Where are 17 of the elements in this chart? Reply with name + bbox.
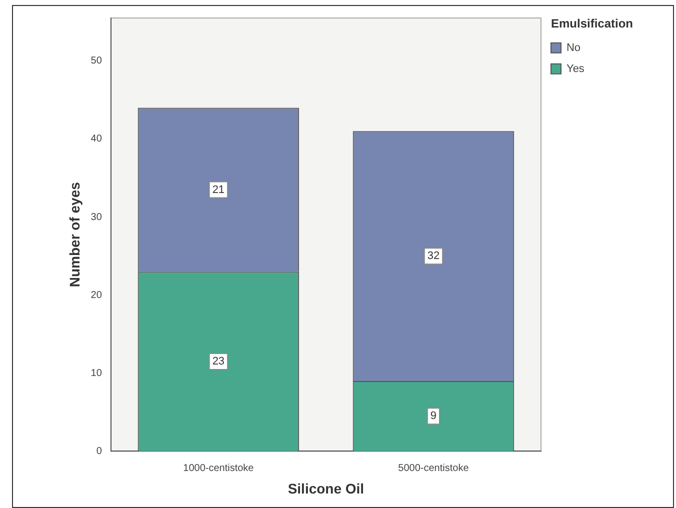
data-label: 9 xyxy=(430,410,437,422)
x-tick-label: 1000-centistoke xyxy=(183,462,254,474)
legend-label: Yes xyxy=(566,62,585,75)
legend-title: Emulsification xyxy=(550,16,633,30)
x-tick-label: 5000-centistoke xyxy=(398,462,470,474)
data-label: 32 xyxy=(427,250,440,262)
legend-label: No xyxy=(566,42,581,54)
y-tick-label: 50 xyxy=(90,56,102,67)
y-tick-label: 10 xyxy=(90,368,102,379)
data-label: 23 xyxy=(212,355,225,368)
y-tick-label: 20 xyxy=(90,290,102,301)
y-axis-title: Number of eyes xyxy=(66,182,82,288)
y-tick-label: 30 xyxy=(90,212,102,223)
data-label: 21 xyxy=(212,184,225,196)
y-tick-label: 40 xyxy=(90,134,102,145)
x-axis-title: Silicone Oil xyxy=(288,480,364,496)
y-tick-label: 0 xyxy=(96,446,102,457)
